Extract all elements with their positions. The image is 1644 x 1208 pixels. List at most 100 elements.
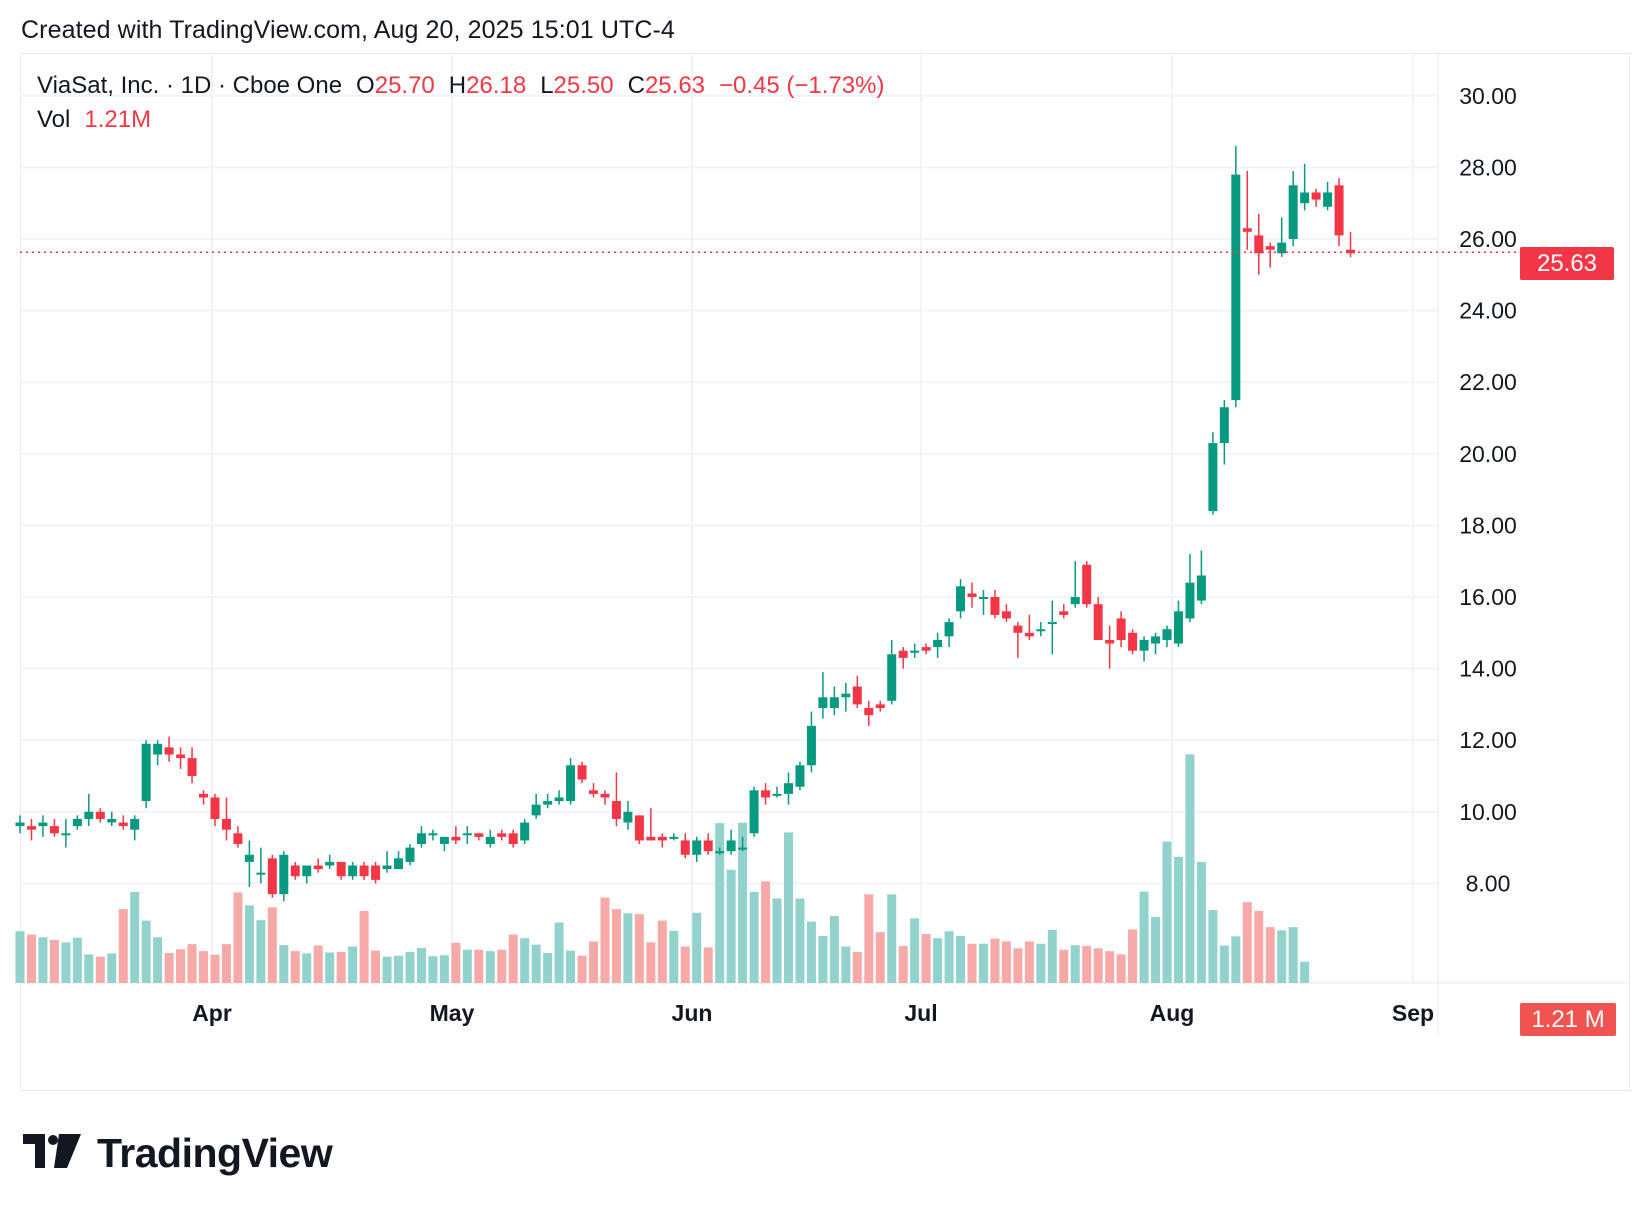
candle-body [118, 822, 128, 827]
candle-body [405, 847, 415, 862]
candle-body [107, 818, 117, 823]
candle-body [382, 865, 392, 870]
candle-body [875, 704, 885, 708]
volume-bar [1139, 891, 1149, 983]
candle-body [95, 811, 105, 819]
volume-bar [611, 909, 621, 983]
candle-body [680, 840, 690, 855]
chart-frame[interactable] [20, 53, 1630, 1091]
candle-body [1242, 228, 1252, 232]
volume-bar [933, 938, 943, 983]
volume-bar [772, 898, 782, 983]
volume-bar [761, 881, 771, 983]
x-tick-label: Apr [192, 1000, 232, 1026]
volume-bar [1001, 941, 1011, 983]
candle-body [566, 765, 576, 802]
volume-bar [1093, 948, 1103, 983]
volume-bar [405, 952, 415, 983]
candle-body [1208, 443, 1218, 512]
volume-bar [61, 942, 71, 983]
tradingview-brand[interactable]: TradingView [23, 1130, 333, 1177]
volume-bar [15, 931, 25, 983]
candle-body [485, 836, 495, 845]
candle-body [1311, 192, 1321, 200]
candle-body [428, 833, 438, 836]
volume-bar [130, 891, 140, 983]
volume-bar [279, 945, 289, 983]
candle-body [669, 836, 679, 839]
y-tick-label: 28.00 [1459, 154, 1517, 180]
candle-body [1036, 629, 1046, 632]
volume-bar [462, 949, 472, 983]
candle-body [1265, 246, 1275, 250]
candle-body [703, 840, 713, 852]
low-label: L [540, 72, 554, 99]
volume-bar [887, 894, 897, 983]
candle-body [795, 765, 805, 787]
volume-bar [428, 956, 438, 983]
volume-bar [795, 898, 805, 983]
candle-body [1231, 174, 1241, 401]
volume-bar [72, 937, 82, 983]
y-tick-label: 12.00 [1459, 727, 1517, 753]
volume-bar [600, 897, 610, 983]
candle-body [1070, 597, 1080, 605]
candle-body [371, 865, 381, 880]
volume-bar [1254, 910, 1264, 983]
x-tick-label: Sep [1392, 1000, 1434, 1026]
volume-bar [508, 934, 518, 983]
volume-bars [15, 754, 1310, 983]
volume-bar [1024, 941, 1034, 983]
candle-body [898, 650, 908, 658]
candle-body [600, 793, 610, 798]
candle-body [852, 686, 862, 705]
candle-body [38, 822, 48, 827]
volume-bar [589, 941, 598, 983]
volume-bar [1013, 948, 1023, 983]
volume-bar [325, 952, 335, 983]
candle-body [1151, 636, 1161, 644]
volume-bar [1173, 856, 1183, 983]
volume-bar [199, 951, 209, 983]
volume-bar [990, 938, 1000, 983]
volume-bar [680, 946, 690, 983]
candles [15, 145, 1356, 902]
candle-body [738, 847, 748, 850]
volume-bar [1151, 916, 1161, 983]
candle-body [1185, 582, 1195, 619]
candle-body [84, 811, 94, 819]
volume-bar [439, 955, 449, 983]
volume-bar [1116, 954, 1126, 983]
volume-bar [141, 920, 151, 983]
volume-bar [1265, 927, 1275, 983]
volume-bar [244, 905, 254, 983]
volume-bar [1105, 951, 1115, 983]
candle-body [1334, 185, 1344, 236]
candle-body [210, 797, 220, 819]
volume-bar [1082, 946, 1092, 983]
volume-bar [1242, 902, 1252, 983]
x-tick-label: Jul [904, 1000, 937, 1026]
y-tick-label: 30.00 [1459, 83, 1517, 109]
volume-bar [416, 947, 426, 983]
volume-bar [394, 955, 404, 983]
volume-bar [1162, 841, 1172, 983]
candle-body [978, 597, 988, 599]
candle-body [325, 861, 335, 866]
candle-body [233, 833, 243, 845]
candle-body [783, 783, 793, 794]
candle-body [715, 851, 725, 854]
candle-body [1047, 622, 1057, 625]
candle-body [164, 747, 174, 755]
volume-bar [176, 949, 186, 983]
volume-bar [566, 950, 576, 983]
volume-bar [715, 823, 725, 983]
candlestick-chart[interactable]: 8.00 10.00 12.00 14.00 16.00 18.00 20.00 22.00 2… [0, 0, 1644, 1100]
open-label: O [356, 72, 375, 99]
volume-bar [921, 934, 931, 983]
candle-body [1173, 611, 1183, 644]
volume-bar [118, 909, 128, 983]
candle-body [1139, 639, 1149, 651]
volume-bar [841, 946, 851, 983]
candle-body [130, 818, 140, 830]
